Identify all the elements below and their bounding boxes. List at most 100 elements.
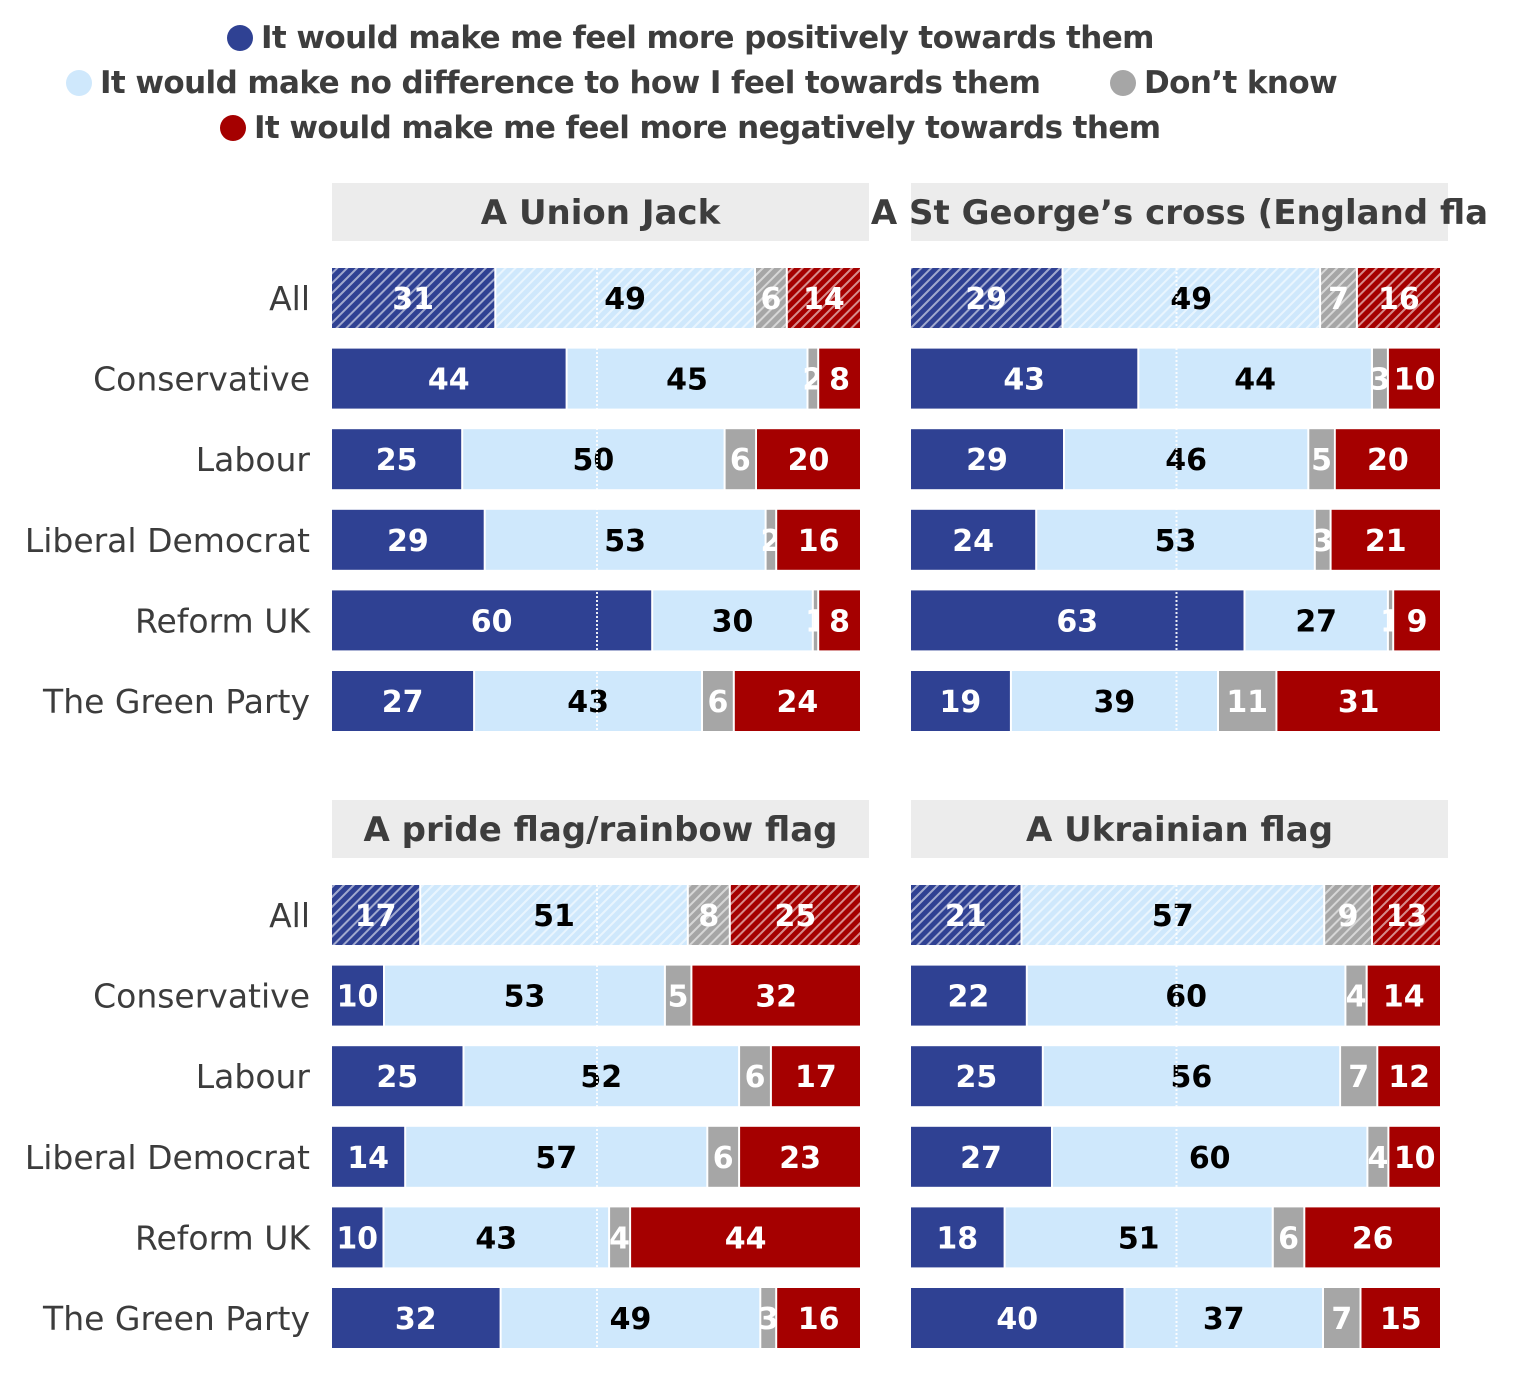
bar-positive [911,590,1244,651]
bar-negative [777,509,860,570]
legend-label-negative: It would make me feel more negatively to… [254,110,1161,146]
no-difference-dot-icon [66,70,92,96]
value-label-no-difference: 57 [535,1141,577,1176]
panel-title: A pride flag/rainbow flag [363,810,837,850]
bar-negative [1361,1288,1440,1348]
bar-dont-know [1341,1046,1377,1107]
panel-title: A Union Jack [481,193,722,233]
value-label-positive: 10 [337,980,379,1015]
panel-title: A St George’s cross (England fla [871,193,1488,233]
negative-dot-icon [220,115,246,141]
value-label-no-difference: 52 [580,1060,622,1095]
value-label-negative: 13 [1386,899,1428,934]
bar-negative [1373,885,1440,945]
value-label-dont-know: 6 [745,1060,766,1095]
value-label-negative: 31 [1338,685,1380,720]
value-label-positive: 18 [936,1221,978,1256]
row-label: Conservative [93,977,310,1016]
value-label-positive: 25 [956,1060,998,1095]
bar-dont-know [1373,348,1387,409]
value-label-negative: 16 [1378,282,1420,317]
bar-no-difference [463,429,724,490]
value-label-dont-know: 4 [609,1221,630,1256]
bar-positive [332,348,566,409]
value-label-negative: 44 [725,1221,767,1256]
legend-label-positive: It would make me feel more positively to… [261,20,1154,56]
value-label-negative: 25 [775,899,817,934]
value-label-no-difference: 44 [1234,363,1276,398]
value-label-negative: 10 [1394,363,1436,398]
bar-dont-know [1309,429,1334,490]
positive-dot-icon [227,25,253,51]
value-label-positive: 22 [948,980,990,1015]
value-label-negative: 10 [1394,1141,1436,1176]
bar-no-difference [406,1126,707,1187]
bar-positive [911,965,1026,1026]
bar-no-difference [385,965,664,1026]
bar-dont-know [761,1288,776,1348]
bar-dont-know [688,885,729,945]
value-label-positive: 44 [428,363,470,398]
bar-negative [1367,965,1440,1026]
value-label-negative: 21 [1365,524,1407,559]
value-label-positive: 32 [395,1302,437,1337]
value-label-dont-know: 11 [1226,685,1268,720]
value-label-no-difference: 30 [712,604,754,639]
bar-negative [787,268,860,328]
value-label-no-difference: 49 [610,1302,652,1337]
bar-no-difference [1022,885,1324,945]
bar-positive [332,268,495,328]
legend-item-no-difference: It would make no difference to how I fee… [66,61,1041,105]
row-label: All [269,279,310,318]
value-label-no-difference: 53 [604,524,646,559]
bar-positive [911,1207,1004,1268]
bar-dont-know [725,429,756,490]
bar-negative [1357,268,1440,328]
bar-no-difference [485,509,765,570]
value-label-dont-know: 4 [1346,980,1367,1015]
bar-negative [692,965,860,1026]
bar-positive [911,1126,1051,1187]
dont-know-dot-icon [1110,70,1136,96]
bar-no-difference [1011,671,1217,731]
value-label-positive: 27 [960,1141,1002,1176]
value-label-dont-know: 8 [698,899,719,934]
bar-dont-know [740,1046,770,1107]
value-label-positive: 27 [382,685,424,720]
bar-dont-know [1325,885,1371,945]
value-label-negative: 17 [795,1060,837,1095]
value-label-negative: 16 [798,524,840,559]
bar-no-difference [1037,509,1314,570]
bar-dont-know [1368,1126,1388,1187]
legend-item-dont-know: Don’t know [1110,61,1338,105]
legend-row-1: It would make me feel more positively to… [0,16,1514,60]
legend-label-no-difference: It would make no difference to how I fee… [100,65,1041,101]
value-label-positive: 25 [376,443,418,478]
bar-positive [332,671,474,731]
bar-positive [911,1288,1124,1348]
bar-negative [819,590,860,651]
legend-label-dont-know: Don’t know [1144,65,1338,101]
bar-dont-know [1273,1207,1304,1268]
bar-negative [1277,671,1440,731]
bar-negative [1331,509,1440,570]
bar-positive [332,885,420,945]
value-label-dont-know: 6 [760,282,781,317]
value-label-positive: 24 [952,524,994,559]
value-label-no-difference: 60 [1165,980,1207,1015]
value-label-negative: 9 [1407,604,1428,639]
value-label-positive: 25 [376,1060,418,1095]
bar-positive [911,509,1036,570]
row-label: Labour [196,440,311,479]
value-label-negative: 20 [788,443,830,478]
value-label-negative: 8 [829,363,850,398]
bar-dont-know [665,965,691,1026]
value-label-dont-know: 4 [1367,1141,1388,1176]
value-label-no-difference: 39 [1094,685,1136,720]
value-label-negative: 24 [777,685,819,720]
value-label-no-difference: 49 [604,282,646,317]
value-label-negative: 16 [798,1302,840,1337]
value-label-negative: 32 [755,980,797,1015]
